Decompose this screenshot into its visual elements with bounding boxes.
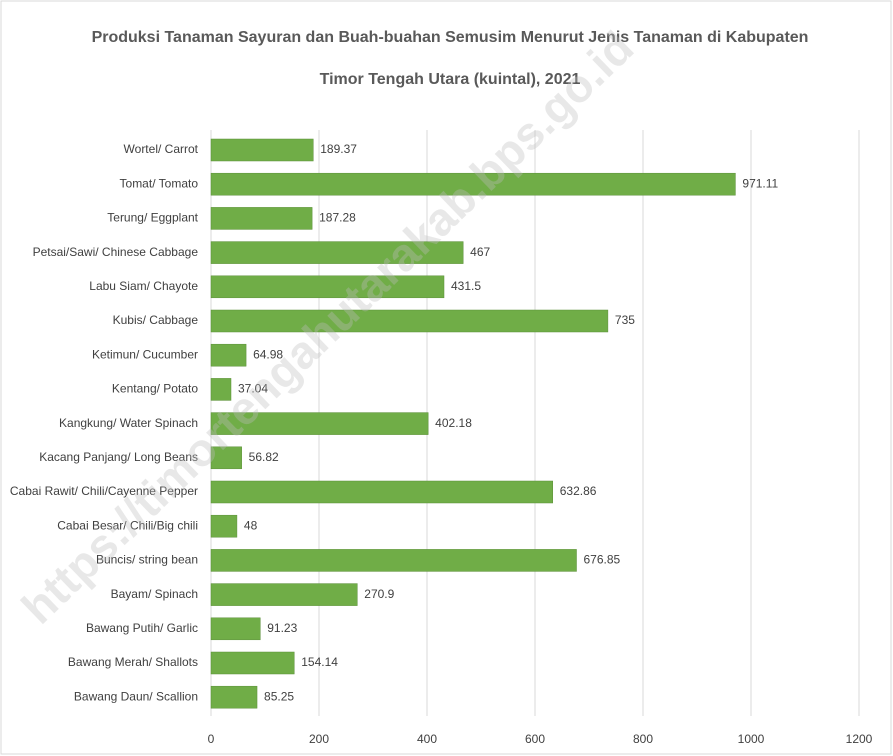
bar	[210, 480, 553, 504]
data-label: 85.25	[264, 689, 294, 703]
data-label: 154.14	[301, 655, 338, 669]
y-tick-label: Buncis/ string bean	[96, 553, 198, 567]
y-tick-label: Kacang Panjang/ Long Beans	[39, 450, 198, 464]
y-tick-label: Labu Siam/ Chayote	[89, 279, 198, 293]
data-label: 189.37	[320, 142, 357, 156]
data-label: 48	[244, 518, 258, 532]
bar	[210, 172, 736, 196]
x-tick-label: 0	[208, 732, 215, 746]
x-tick-label: 600	[525, 732, 545, 746]
bar	[210, 207, 313, 230]
data-label: 64.98	[253, 347, 283, 361]
x-tick-label: 1000	[738, 732, 765, 746]
bar	[210, 446, 242, 470]
y-tick-label: Tomat/ Tomato	[120, 176, 199, 190]
y-tick-label: Bawang Merah/ Shallots	[68, 655, 198, 669]
bar	[210, 241, 464, 264]
y-tick-label: Kangkung/ Water Spinach	[59, 416, 198, 430]
y-tick-label: Terung/ Eggplant	[107, 211, 198, 225]
data-label: 467	[470, 245, 490, 259]
y-tick-label: Ketimun/ Cucumber	[92, 347, 198, 361]
x-tick-label: 800	[633, 732, 653, 746]
x-tick-label: 1200	[846, 732, 873, 746]
bar	[210, 617, 261, 641]
data-label: 37.04	[238, 382, 268, 396]
data-label: 187.28	[319, 211, 356, 225]
y-tick-label: Cabai Rawit/ Chili/Cayenne Pepper	[10, 484, 198, 498]
bar	[210, 138, 314, 162]
bar	[210, 343, 247, 367]
chart-title: Timor Tengah Utara (kuintal), 2021	[320, 71, 581, 88]
bar	[210, 514, 238, 538]
y-tick-label: Bawang Daun/ Scallion	[74, 689, 198, 703]
y-tick-label: Cabai Besar/ Chili/Big chili	[57, 518, 198, 532]
data-label: 632.86	[560, 484, 597, 498]
y-tick-label: Petsai/Sawi/ Chinese Cabbage	[33, 245, 199, 259]
data-label: 56.82	[249, 450, 279, 464]
data-label: 270.9	[364, 587, 394, 601]
y-tick-label: Wortel/ Carrot	[124, 142, 199, 156]
bar	[210, 583, 358, 606]
bar	[210, 309, 609, 333]
y-tick-label: Kentang/ Potato	[112, 382, 198, 396]
y-tick-label: Bayam/ Spinach	[111, 587, 198, 601]
bar	[210, 685, 258, 709]
bar	[210, 651, 295, 675]
bar	[210, 378, 232, 401]
bar	[210, 412, 429, 435]
data-label: 971.11	[742, 176, 778, 190]
x-tick-label: 400	[417, 732, 437, 746]
data-label: 676.85	[583, 553, 620, 567]
data-label: 402.18	[435, 416, 472, 430]
data-label: 431.5	[451, 279, 481, 293]
y-tick-label: Kubis/ Cabbage	[113, 313, 199, 327]
y-tick-label: Bawang Putih/ Garlic	[86, 621, 198, 635]
data-label: 91.23	[267, 621, 297, 635]
data-label: 735	[615, 313, 635, 327]
chart-title: Produksi Tanaman Sayuran dan Buah-buahan…	[92, 29, 809, 46]
bar	[210, 549, 577, 572]
x-tick-label: 200	[309, 732, 329, 746]
bar	[210, 275, 445, 299]
